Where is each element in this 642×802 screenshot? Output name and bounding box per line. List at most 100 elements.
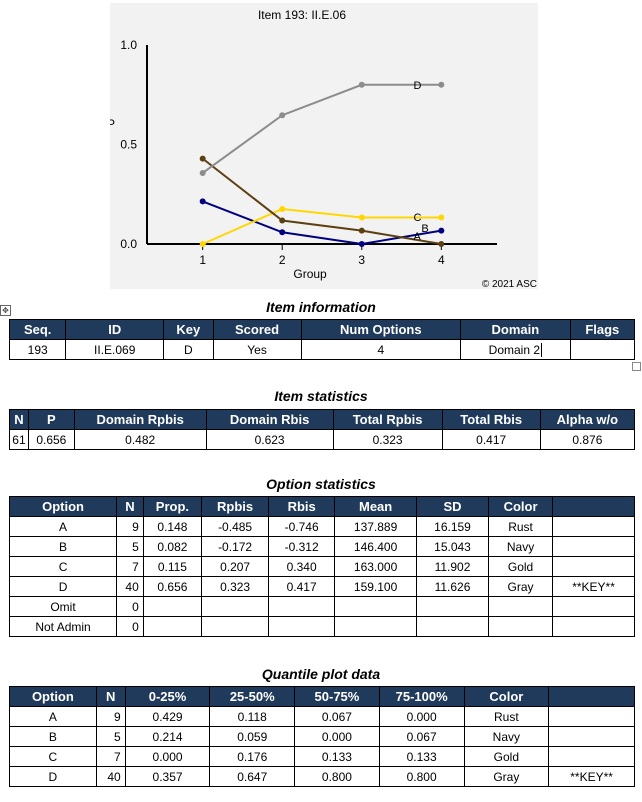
table-cell[interactable]: 0.214 [124, 726, 211, 747]
table-cell[interactable]: -0.172 [201, 536, 270, 557]
table-cell[interactable]: 0.000 [124, 746, 211, 767]
table-cell[interactable]: -0.746 [268, 516, 336, 537]
table-cell[interactable] [487, 596, 554, 617]
table-cell[interactable]: 137.889 [334, 516, 418, 537]
table-cell[interactable] [268, 596, 336, 617]
table-cell[interactable]: 146.400 [334, 536, 418, 557]
table-cell[interactable]: D [9, 766, 97, 787]
table-cell[interactable]: 0 [116, 616, 144, 637]
table-cell[interactable]: 0.176 [209, 746, 296, 767]
table-cell[interactable]: 11.902 [416, 556, 489, 577]
table-cell[interactable]: 0.417 [441, 429, 541, 450]
table-cell[interactable]: Navy [463, 726, 550, 747]
table-cell[interactable]: Yes [212, 339, 302, 360]
table-cell[interactable]: Gold [463, 746, 550, 767]
table-cell[interactable]: 0.059 [209, 726, 296, 747]
table-cell[interactable]: **KEY** [548, 766, 635, 787]
table-cell[interactable]: 0 [116, 596, 144, 617]
table-cell[interactable]: 15.043 [416, 536, 489, 557]
table-cell[interactable] [552, 536, 635, 557]
table-cell[interactable]: 0.623 [205, 429, 334, 450]
table-cell[interactable]: C [9, 746, 97, 767]
table-cell[interactable]: 0.133 [378, 746, 465, 767]
table-cell[interactable] [416, 596, 489, 617]
table-cell[interactable] [548, 706, 635, 727]
table-cell[interactable] [552, 556, 635, 577]
table-cell[interactable]: 0.323 [201, 576, 270, 597]
table-cell[interactable]: 0.876 [539, 429, 636, 450]
table-cell[interactable]: II.E.069 [65, 339, 165, 360]
table-cell[interactable]: 0.656 [142, 576, 203, 597]
table-cell[interactable] [552, 516, 635, 537]
table-cell[interactable]: 0.082 [142, 536, 203, 557]
table-cell[interactable]: 40 [116, 576, 144, 597]
table-cell[interactable]: D [8, 576, 118, 597]
table-cell[interactable]: 7 [95, 746, 126, 767]
table-cell[interactable] [334, 616, 418, 637]
table-cell[interactable]: 0.482 [73, 429, 207, 450]
table-cell[interactable]: A [8, 516, 118, 537]
table-cell[interactable]: 0.800 [378, 766, 465, 787]
table-cell[interactable]: -0.485 [201, 516, 270, 537]
table-cell[interactable]: 0.647 [209, 766, 296, 787]
table-cell[interactable]: 0.357 [124, 766, 211, 787]
table-cell[interactable]: 163.000 [334, 556, 418, 577]
table-cell[interactable]: B [9, 726, 97, 747]
table-cell[interactable]: B [8, 536, 118, 557]
table-cell[interactable] [268, 616, 336, 637]
table-cell[interactable]: 0.340 [268, 556, 336, 577]
table-cell[interactable]: 5 [95, 726, 126, 747]
table-cell[interactable]: 5 [116, 536, 144, 557]
table-cell[interactable]: Gray [463, 766, 550, 787]
table-cell[interactable]: 11.626 [416, 576, 489, 597]
table-cell[interactable] [487, 616, 554, 637]
table-cell[interactable] [142, 596, 203, 617]
table-cell[interactable] [334, 596, 418, 617]
table-cell[interactable]: 0.133 [294, 746, 380, 767]
table-resize-handle[interactable] [632, 362, 641, 371]
table-cell[interactable]: Omit [8, 596, 118, 617]
table-cell[interactable]: 0.429 [124, 706, 211, 727]
table-cell[interactable]: 0.323 [332, 429, 443, 450]
table-cell[interactable]: 0.207 [201, 556, 270, 577]
table-cell[interactable] [416, 616, 489, 637]
table-cell[interactable]: 16.159 [416, 516, 489, 537]
table-cell[interactable]: 0.000 [378, 706, 465, 727]
table-cell[interactable]: 0.656 [27, 429, 75, 450]
table-cell[interactable]: **KEY** [552, 576, 635, 597]
table-cell[interactable]: A [9, 706, 97, 727]
table-cell[interactable]: Not Admin [8, 616, 118, 637]
table-cell[interactable] [548, 726, 635, 747]
table-cell[interactable]: 0.067 [378, 726, 465, 747]
table-cell[interactable]: 4 [300, 339, 462, 360]
table-cell[interactable]: 40 [95, 766, 126, 787]
table-cell[interactable]: D [163, 339, 214, 360]
table-cell[interactable] [552, 596, 635, 617]
table-cell[interactable]: 0.067 [294, 706, 380, 727]
table-cell[interactable]: 0.118 [209, 706, 296, 727]
table-cell[interactable]: 0.417 [268, 576, 336, 597]
table-cell[interactable]: 7 [116, 556, 144, 577]
table-cell[interactable]: 61 [9, 429, 29, 450]
table-cell[interactable] [201, 616, 270, 637]
table-cell[interactable]: -0.312 [268, 536, 336, 557]
table-move-handle-icon[interactable]: ✥ [0, 305, 11, 316]
table-cell[interactable]: Rust [487, 516, 554, 537]
table-cell[interactable]: Gold [487, 556, 554, 577]
table-cell[interactable]: Navy [487, 536, 554, 557]
table-cell[interactable]: 0.800 [294, 766, 380, 787]
table-cell[interactable]: C [8, 556, 118, 577]
table-cell[interactable]: Gray [487, 576, 554, 597]
table-cell[interactable]: 193 [8, 339, 67, 360]
table-cell[interactable]: Domain 2 [460, 339, 571, 360]
table-cell[interactable] [201, 596, 270, 617]
table-cell[interactable]: 159.100 [334, 576, 418, 597]
table-cell[interactable] [548, 746, 635, 767]
table-cell[interactable]: 0.000 [294, 726, 380, 747]
table-cell[interactable] [142, 616, 203, 637]
table-cell[interactable] [552, 616, 635, 637]
table-cell[interactable]: 9 [95, 706, 126, 727]
table-cell[interactable]: 0.115 [142, 556, 203, 577]
table-cell[interactable]: 0.148 [142, 516, 203, 537]
table-cell[interactable]: Rust [463, 706, 550, 727]
